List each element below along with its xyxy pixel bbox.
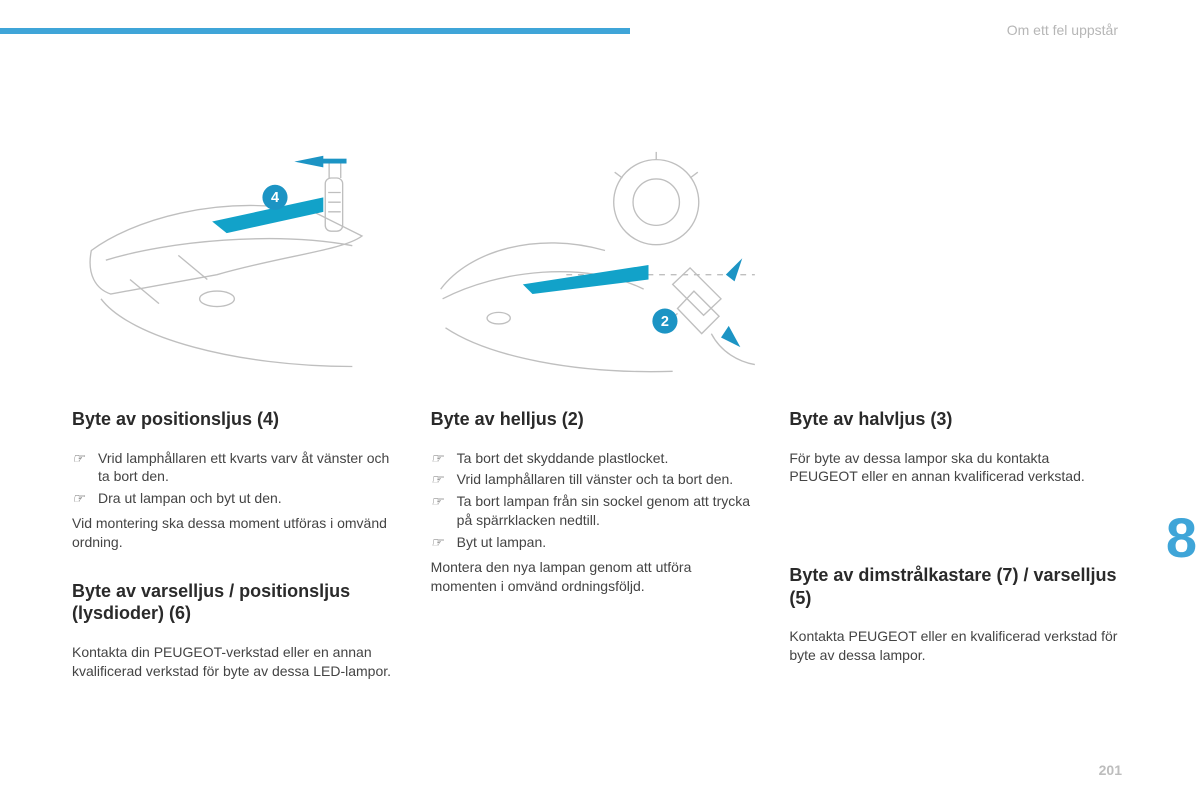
paragraph: För byte av dessa lampor ska du kontakta… [789, 449, 1118, 487]
column-1: 4 Byte av positionsljus (4) ☞Vrid lamphå… [72, 140, 401, 709]
diagram-marker-4: 4 [271, 190, 279, 206]
step-text: Byt ut lampan. [457, 533, 547, 552]
list-item: ☞Ta bort det skyddande plastlocket. [431, 449, 760, 468]
bullet-icon: ☞ [431, 449, 457, 468]
list-item: ☞Vrid lamphållaren ett kvarts varv åt vä… [72, 449, 401, 487]
paragraph: Kontakta din PEUGEOT-verkstad eller en a… [72, 643, 401, 681]
list-item: ☞Ta bort lampan från sin sockel genom at… [431, 492, 760, 530]
section-halvljus: Byte av halvljus (3) För byte av dessa l… [789, 408, 1118, 486]
step-text: Vrid lamphållaren ett kvarts varv åt vän… [98, 449, 401, 487]
diagram-helljus: 2 [431, 140, 760, 390]
step-text: Ta bort lampan från sin sockel genom att… [457, 492, 760, 530]
diagram-marker-2: 2 [661, 314, 669, 330]
paragraph: Kontakta PEUGEOT eller en kvalificerad v… [789, 627, 1118, 665]
content-columns: 4 Byte av positionsljus (4) ☞Vrid lamphå… [72, 140, 1118, 709]
header-bar [0, 28, 630, 34]
list-item: ☞Dra ut lampan och byt ut den. [72, 489, 401, 508]
chapter-number: 8 [1166, 505, 1197, 570]
paragraph: Vid montering ska dessa moment utföras i… [72, 514, 401, 552]
section-positionsljus: Byte av positionsljus (4) ☞Vrid lamphåll… [72, 408, 401, 552]
page-number: 201 [1099, 762, 1122, 778]
steps-positionsljus: ☞Vrid lamphållaren ett kvarts varv åt vä… [72, 449, 401, 509]
column-3: Byte av halvljus (3) För byte av dessa l… [789, 140, 1118, 709]
list-item: ☞Vrid lamphållaren till vänster och ta b… [431, 470, 760, 489]
list-item: ☞Byt ut lampan. [431, 533, 760, 552]
heading-dimstralkastare: Byte av dimstrålkastare (7) / varselljus… [789, 564, 1118, 609]
bullet-icon: ☞ [431, 492, 457, 530]
bullet-icon: ☞ [431, 470, 457, 489]
step-text: Vrid lamphållaren till vänster och ta bo… [457, 470, 734, 489]
section-helljus: Byte av helljus (2) ☞Ta bort det skyddan… [431, 408, 760, 596]
heading-halvljus: Byte av halvljus (3) [789, 408, 1118, 431]
bullet-icon: ☞ [431, 533, 457, 552]
diagram-positionsljus: 4 [72, 140, 401, 390]
diagram-empty [789, 140, 1118, 390]
column-2: 2 Byte av helljus (2) ☞Ta bort det skydd… [431, 140, 760, 709]
heading-varselljus-led: Byte av varselljus / positionsljus (lysd… [72, 580, 401, 625]
section-dimstralkastare: Byte av dimstrålkastare (7) / varselljus… [789, 564, 1118, 665]
steps-helljus: ☞Ta bort det skyddande plastlocket. ☞Vri… [431, 449, 760, 552]
heading-positionsljus: Byte av positionsljus (4) [72, 408, 401, 431]
paragraph: Montera den nya lampan genom att utföra … [431, 558, 760, 596]
bullet-icon: ☞ [72, 449, 98, 487]
section-varselljus-led: Byte av varselljus / positionsljus (lysd… [72, 580, 401, 681]
step-text: Ta bort det skyddande plastlocket. [457, 449, 669, 468]
heading-helljus: Byte av helljus (2) [431, 408, 760, 431]
step-text: Dra ut lampan och byt ut den. [98, 489, 282, 508]
bullet-icon: ☞ [72, 489, 98, 508]
running-header: Om ett fel uppstår [1007, 22, 1118, 38]
